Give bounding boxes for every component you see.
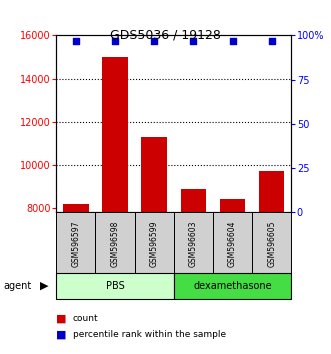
Bar [220,199,245,212]
Text: count: count [73,314,98,323]
Bar [95,212,135,274]
Bar [174,273,291,299]
Point [269,38,274,44]
Bar [63,204,89,212]
Bar [56,212,95,274]
Text: GDS5036 / 19128: GDS5036 / 19128 [110,28,221,41]
Point [191,38,196,44]
Text: ■: ■ [56,330,67,339]
Text: GSM596599: GSM596599 [150,220,159,267]
Point [230,38,235,44]
Text: GSM596597: GSM596597 [71,220,80,267]
Bar [181,189,206,212]
Text: GSM596605: GSM596605 [267,220,276,267]
Text: PBS: PBS [106,281,124,291]
Text: GSM596603: GSM596603 [189,220,198,267]
Bar [141,137,167,212]
Bar [213,212,252,274]
Point [152,38,157,44]
Bar [102,57,128,212]
Bar [259,171,284,212]
Bar [174,212,213,274]
Text: ▶: ▶ [39,281,48,291]
Text: GSM596598: GSM596598 [111,220,119,267]
Bar [56,273,174,299]
Text: dexamethasone: dexamethasone [193,281,272,291]
Point [73,38,78,44]
Point [113,38,118,44]
Bar [252,212,291,274]
Text: agent: agent [3,281,31,291]
Text: ■: ■ [56,314,67,324]
Text: GSM596604: GSM596604 [228,220,237,267]
Bar [135,212,174,274]
Text: percentile rank within the sample: percentile rank within the sample [73,330,226,339]
